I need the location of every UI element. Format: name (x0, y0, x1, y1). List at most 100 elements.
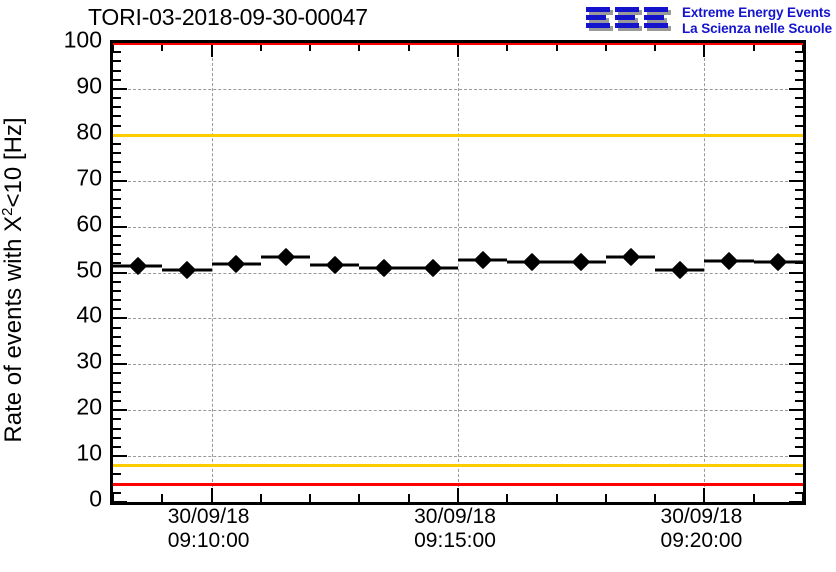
axis-tick-y (795, 308, 803, 311)
y-axis-tick-label: 10 (76, 439, 102, 466)
data-point (572, 253, 591, 272)
page-title: TORI-03-2018-09-30-00047 (88, 4, 368, 30)
axis-tick-x (654, 494, 657, 502)
axis-tick-y (795, 390, 803, 393)
axis-tick-y (113, 427, 121, 430)
axis-tick-y (113, 363, 127, 366)
axis-tick-y (795, 207, 803, 210)
axis-tick-y (113, 354, 121, 357)
data-point (719, 251, 739, 270)
data-point (227, 254, 246, 273)
plot-canvas (113, 43, 803, 502)
axis-tick-y (113, 390, 121, 393)
y-axis-tick-label: 80 (76, 118, 102, 145)
axis-tick-y (113, 344, 121, 347)
reference-line (113, 133, 803, 137)
axis-tick-y (795, 60, 803, 63)
axis-tick-y (789, 225, 803, 228)
axis-tick-x (752, 43, 755, 51)
axis-tick-y (113, 124, 121, 127)
x-axis-tick-date: 30/09/18 (414, 505, 496, 528)
data-point (621, 247, 640, 267)
axis-tick-y (113, 436, 121, 439)
gridline-vertical (458, 43, 459, 502)
x-axis-tick-label: 30/09/18 09:15:00 (414, 505, 496, 553)
y-axis-tick-label: 90 (76, 72, 102, 99)
axis-tick-y (795, 106, 803, 109)
axis-tick-y (795, 335, 803, 338)
axis-tick-y (113, 97, 121, 100)
axis-tick-y (795, 354, 803, 357)
axis-tick-y (113, 409, 127, 412)
axis-tick-y (795, 216, 803, 219)
axis-tick-y (113, 188, 121, 191)
axis-tick-y (113, 400, 121, 403)
x-axis-tick-date: 30/09/18 (167, 505, 250, 528)
axis-tick-x (506, 43, 509, 51)
axis-tick-x (604, 43, 607, 51)
axis-tick-y (113, 225, 127, 228)
eee-mark-icon (584, 4, 676, 38)
axis-tick-x (358, 494, 361, 502)
axis-tick-y (795, 124, 803, 127)
axis-tick-y (113, 51, 121, 54)
data-point (424, 258, 443, 278)
axis-tick-y (113, 152, 121, 155)
axis-tick-y (113, 78, 121, 81)
axis-tick-y (789, 271, 803, 274)
axis-tick-x (752, 494, 755, 502)
axis-tick-y (113, 473, 121, 476)
eee-logo: Extreme Energy Events La Scienza nelle S… (584, 4, 832, 42)
plot-area (110, 40, 806, 505)
axis-tick-y (113, 455, 127, 458)
y-axis-tick-label: 40 (76, 301, 102, 328)
reference-line (113, 464, 803, 468)
axis-tick-x (259, 494, 262, 502)
axis-tick-y (795, 372, 803, 375)
y-axis-tick-label: 20 (76, 393, 102, 420)
axis-tick-y (789, 179, 803, 182)
axis-tick-y (795, 253, 803, 256)
axis-tick-y (789, 409, 803, 412)
eee-logo-line1: Extreme Energy Events (681, 5, 831, 20)
axis-tick-x (309, 494, 312, 502)
axis-tick-y (113, 198, 121, 201)
axis-tick-y (795, 97, 803, 100)
axis-tick-y (795, 115, 803, 118)
axis-tick-y (795, 78, 803, 81)
axis-tick-y (795, 400, 803, 403)
axis-tick-x (358, 43, 361, 51)
axis-tick-y (795, 289, 803, 292)
axis-tick-y (795, 280, 803, 283)
axis-tick-x (161, 494, 164, 502)
gridline-vertical (211, 43, 213, 502)
axis-tick-y (113, 418, 121, 421)
axis-tick-y (113, 299, 121, 302)
x-axis-tick-time: 09:15:00 (414, 529, 496, 553)
axis-tick-y (795, 427, 803, 430)
axis-tick-y (113, 115, 121, 118)
x-axis-tick-label: 30/09/18 09:10:00 (168, 505, 250, 553)
axis-tick-y (789, 501, 803, 502)
axis-tick-y (113, 308, 121, 311)
axis-tick-y (113, 170, 121, 173)
data-point (473, 250, 492, 270)
axis-tick-x (604, 494, 607, 502)
axis-tick-x (506, 494, 509, 502)
axis-tick-y (113, 253, 121, 256)
axis-tick-x (309, 43, 312, 51)
axis-tick-y (113, 317, 127, 320)
axis-tick-y (795, 170, 803, 173)
axis-tick-x (210, 43, 213, 57)
axis-tick-y (795, 381, 803, 384)
axis-tick-y (795, 473, 803, 476)
data-point (670, 261, 689, 280)
x-axis-tick-time: 09:10:00 (167, 529, 250, 553)
y-axis-tick-label: 30 (76, 347, 102, 374)
axis-tick-y (113, 243, 121, 246)
axis-tick-x (703, 43, 706, 57)
axis-tick-y (113, 142, 121, 145)
axis-tick-y (795, 299, 803, 302)
axis-tick-y (795, 69, 803, 72)
